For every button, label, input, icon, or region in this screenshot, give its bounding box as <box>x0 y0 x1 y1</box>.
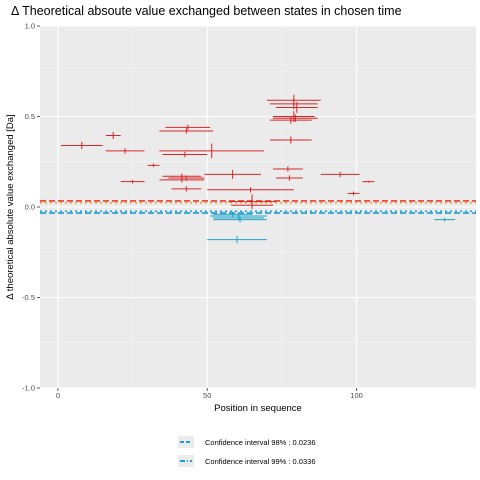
y-tick-label: -0.5 <box>22 293 35 302</box>
segment <box>168 175 205 181</box>
segment <box>60 141 103 150</box>
legend-label-ci99: Confidence interval 99% : 0.0336 <box>205 457 316 466</box>
segment <box>272 166 303 172</box>
segment <box>320 171 360 178</box>
segment <box>105 148 145 154</box>
y-tick-label: 0.5 <box>25 112 35 121</box>
gridlines <box>40 25 476 389</box>
y-tick-label: 1.0 <box>25 22 35 31</box>
segment <box>269 136 312 144</box>
segment <box>231 201 273 209</box>
y-axis-title: Δ theoretical absolute value exchanged [… <box>5 114 16 299</box>
x-tick-label: 100 <box>350 391 363 400</box>
segment <box>207 187 294 193</box>
segment <box>275 102 318 113</box>
y-tick-label: -1.0 <box>22 384 35 393</box>
x-tick-label: 50 <box>203 391 211 400</box>
x-axis-ticks: 0 50 100 <box>56 388 363 400</box>
legend-label-ci98: Confidence interval 98% : 0.0236 <box>205 438 316 447</box>
segment <box>213 216 267 223</box>
segment <box>105 131 121 140</box>
segment <box>275 175 303 181</box>
segment <box>347 191 360 196</box>
segment <box>269 116 312 124</box>
data-segments <box>60 94 456 244</box>
segment <box>159 143 264 159</box>
y-axis-ticks: -1.0 -0.5 0.0 0.5 1.0 <box>22 22 40 393</box>
legend: Confidence interval 98% : 0.0236 Confide… <box>178 436 316 467</box>
x-tick-label: 0 <box>56 391 60 400</box>
x-axis-title: Position in sequence <box>214 403 302 414</box>
segment <box>147 163 160 168</box>
segment <box>434 217 456 222</box>
segment <box>362 180 375 183</box>
confidence-lines <box>40 200 476 214</box>
segment <box>204 169 261 179</box>
segment <box>159 128 214 134</box>
segment <box>120 179 145 184</box>
segment <box>162 151 208 158</box>
segment <box>207 235 267 244</box>
segment <box>171 186 202 192</box>
segment <box>272 114 318 122</box>
chart-title: Δ Theoretical absoute value exchanged be… <box>11 4 402 18</box>
legend-key-ci99 <box>178 455 194 467</box>
segment <box>165 124 211 131</box>
y-tick-label: 0.0 <box>25 203 35 212</box>
